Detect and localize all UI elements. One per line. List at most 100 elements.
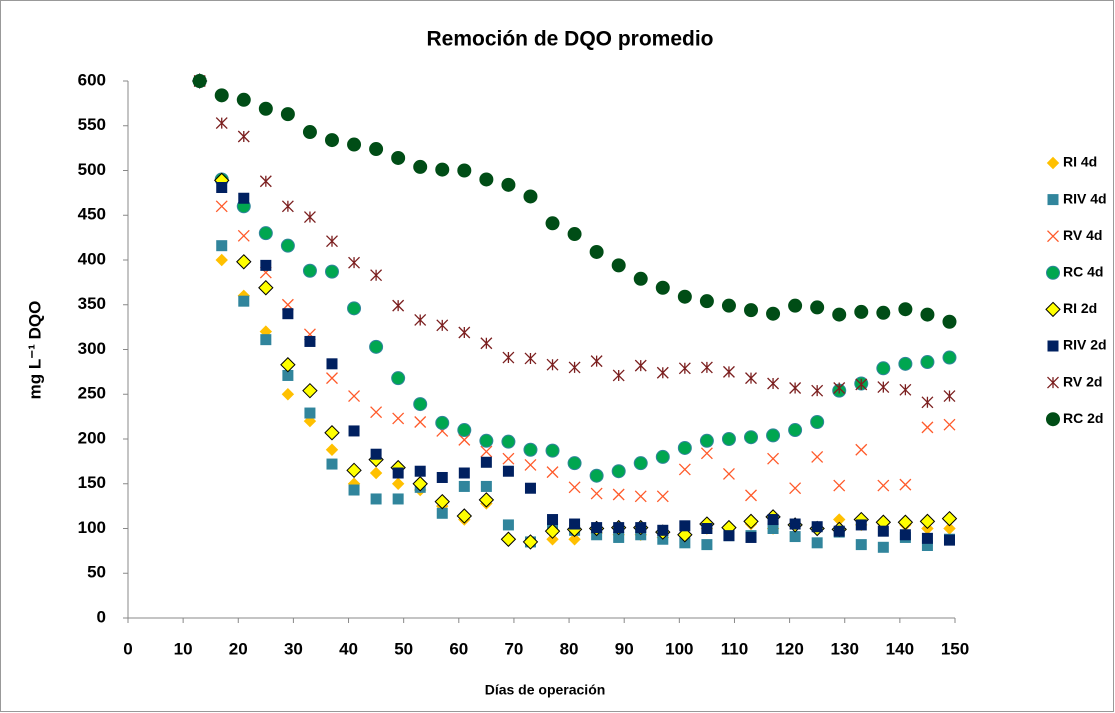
marker-part [348, 425, 360, 437]
marker-part [370, 406, 383, 419]
point [943, 390, 956, 402]
marker-part [326, 358, 338, 370]
marker-part [920, 355, 935, 370]
marker-part [502, 465, 514, 477]
marker-part [613, 522, 625, 534]
marker-part [391, 477, 405, 490]
marker-part [259, 175, 272, 188]
point [941, 510, 958, 527]
marker-part [744, 430, 759, 445]
marker-part [810, 414, 825, 429]
point [855, 539, 867, 551]
legend-marker [1045, 301, 1061, 318]
point [745, 531, 757, 543]
point [435, 162, 450, 177]
point [678, 463, 691, 476]
x-tick-label: 80 [560, 639, 579, 658]
point [302, 263, 317, 278]
point [920, 355, 935, 370]
point [789, 382, 802, 394]
point [745, 489, 757, 502]
point [414, 416, 427, 428]
point [280, 238, 295, 253]
marker-part [435, 162, 450, 177]
point [677, 289, 692, 304]
marker-part [655, 280, 670, 295]
marker-part [369, 466, 383, 480]
point [260, 334, 272, 346]
point [766, 306, 781, 321]
marker-part [1046, 412, 1060, 427]
point [589, 468, 604, 483]
marker-part [258, 226, 273, 241]
point [919, 513, 936, 530]
marker-part [458, 326, 471, 339]
marker-part [789, 518, 801, 530]
point [855, 378, 868, 391]
point [744, 303, 759, 318]
point [897, 514, 914, 530]
marker-part [679, 520, 691, 532]
point [877, 541, 889, 553]
point [370, 269, 383, 282]
point [480, 480, 492, 492]
marker-part [480, 337, 493, 350]
point [876, 361, 891, 376]
point [657, 524, 669, 536]
marker-part [700, 361, 713, 374]
marker-part [700, 447, 713, 460]
marker-part [855, 519, 867, 531]
marker-part [546, 466, 559, 479]
point [700, 361, 713, 374]
marker-part [635, 522, 647, 534]
point [502, 519, 514, 531]
y-tick-label: 350 [78, 294, 106, 313]
legend-label: RI 2d [1063, 300, 1097, 316]
point [282, 308, 294, 320]
legend-label: RV 4d [1063, 227, 1102, 243]
marker-part [633, 456, 648, 471]
point [546, 466, 559, 479]
marker-part [811, 384, 824, 397]
point [789, 531, 801, 543]
point [921, 532, 933, 544]
point [457, 163, 472, 178]
point [568, 361, 581, 374]
marker-part [921, 396, 934, 409]
legend-marker [1047, 194, 1059, 206]
marker-part [855, 539, 867, 551]
point [524, 458, 537, 471]
point [280, 107, 295, 122]
point [833, 525, 845, 537]
point [943, 418, 956, 431]
point [458, 467, 470, 479]
marker-part [392, 493, 404, 505]
marker-part [810, 300, 825, 315]
point [348, 256, 361, 269]
point [655, 449, 670, 464]
marker-part [457, 163, 472, 178]
marker-part [657, 524, 669, 536]
point [855, 519, 867, 531]
point [392, 412, 405, 425]
x-tick-label: 100 [665, 639, 693, 658]
marker-part [767, 377, 780, 390]
point [898, 356, 913, 371]
marker-part [612, 488, 625, 501]
legend-item: RI 2d [1063, 300, 1097, 316]
marker-part [370, 493, 382, 505]
point [502, 351, 515, 364]
marker-part [435, 415, 450, 430]
point [348, 484, 360, 496]
marker-part [436, 471, 448, 483]
x-tick-label: 20 [229, 639, 248, 658]
point [480, 337, 493, 350]
point [258, 226, 273, 241]
marker-part [634, 359, 647, 372]
point [456, 508, 473, 524]
point [391, 150, 406, 165]
point [479, 433, 494, 448]
legend-label: RV 2d [1063, 373, 1102, 389]
marker-part [347, 137, 362, 152]
marker-part [237, 229, 250, 242]
